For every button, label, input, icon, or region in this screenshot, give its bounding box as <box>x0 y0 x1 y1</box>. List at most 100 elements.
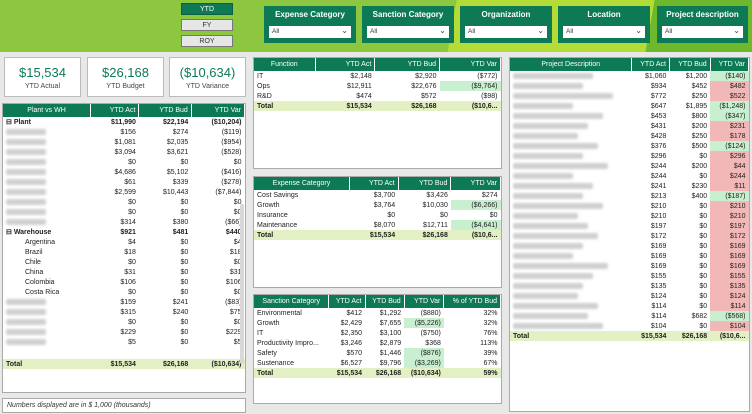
table-row[interactable]: Safety $570 $1,446 ($876) 39% <box>254 348 501 358</box>
column-header[interactable]: YTD Act <box>315 58 376 71</box>
column-header[interactable]: YTD Act <box>631 58 670 71</box>
table-row[interactable]: $159 $241 ($83) <box>3 297 245 307</box>
table-row[interactable]: $124 $0 $124 <box>510 291 749 301</box>
table-row[interactable]: IT $2,148 $2,920 ($772) <box>254 71 501 81</box>
table-row[interactable]: $0 $0 $0 <box>3 207 245 217</box>
table-row[interactable]: $155 $0 $155 <box>510 271 749 281</box>
table-row[interactable]: $315 $240 $75 <box>3 307 245 317</box>
column-header[interactable]: YTD Var <box>710 58 749 71</box>
table-row[interactable]: $229 $0 $229 <box>3 327 245 337</box>
table-row[interactable]: $296 $0 $296 <box>510 151 749 161</box>
table-row[interactable]: $3,094 $3,621 ($528) <box>3 147 245 157</box>
table-row[interactable]: $114 $0 $114 <box>510 301 749 311</box>
table-row[interactable]: $934 $452 $482 <box>510 81 749 91</box>
table-row[interactable]: ⊟ Warehouse $921 $481 $440 <box>3 227 245 237</box>
table-row[interactable]: $5 $0 $5 <box>3 337 245 347</box>
table-row[interactable]: $61 $339 ($278) <box>3 177 245 187</box>
table-row[interactable]: $0 $0 $0 <box>3 197 245 207</box>
period-button-fy[interactable]: FY <box>181 19 233 31</box>
table-row[interactable]: $2,599 $10,443 ($7,844) <box>3 187 245 197</box>
table-row[interactable]: ⊟ Plant $11,990 $22,194 ($10,204) <box>3 117 245 127</box>
table-row[interactable]: China $31 $0 $31 <box>3 267 245 277</box>
slicer-dropdown[interactable]: All ⌄ <box>367 26 449 38</box>
table-row[interactable]: Productivity Impro... $3,246 $2,879 $368 113… <box>254 338 501 348</box>
column-header[interactable]: Expense Category <box>254 177 350 190</box>
table-row[interactable]: Growth $2,429 $7,655 ($5,226) 32% <box>254 318 501 328</box>
period-button-ytd[interactable]: YTD <box>181 3 233 15</box>
column-header[interactable]: YTD Bud <box>669 58 711 71</box>
table-row[interactable]: $428 $250 $178 <box>510 131 749 141</box>
ytd-act: $18 <box>124 248 136 256</box>
table-row[interactable]: Colombia $106 $0 $106 <box>3 277 245 287</box>
column-header[interactable]: YTD Var <box>191 104 245 117</box>
table-row[interactable]: $1,081 $2,035 ($954) <box>3 137 245 147</box>
table-row[interactable]: Brazil $18 $0 $18 <box>3 247 245 257</box>
column-header[interactable]: Plant vs WH <box>3 104 92 117</box>
column-header[interactable]: YTD Bud <box>398 177 452 190</box>
table-row[interactable]: Insurance $0 $0 $0 <box>254 210 501 220</box>
slicer-dropdown[interactable]: All ⌄ <box>662 26 743 38</box>
column-header[interactable]: Function <box>254 58 316 71</box>
table-row[interactable]: $1,060 $1,200 ($140) <box>510 71 749 81</box>
table-row[interactable]: $210 $0 $210 <box>510 201 749 211</box>
ytd-act: $570 <box>346 349 363 357</box>
table-row[interactable]: $114 $682 ($568) <box>510 311 749 321</box>
table-row[interactable]: Maintenance $8,070 $12,711 ($4,641) <box>254 220 501 230</box>
table-row[interactable]: $135 $0 $135 <box>510 281 749 291</box>
column-header[interactable]: YTD Var <box>439 58 501 71</box>
table-row[interactable]: IT $2,350 $3,100 ($750) 76% <box>254 328 501 338</box>
table-row[interactable]: Argentina $4 $0 $4 <box>3 237 245 247</box>
column-header[interactable]: YTD Bud <box>374 58 441 71</box>
column-header[interactable]: YTD Bud <box>138 104 192 117</box>
ytd-var: $197 <box>710 221 749 231</box>
column-header[interactable]: YTD Act <box>349 177 399 190</box>
scrollbar[interactable] <box>240 204 244 364</box>
table-row[interactable]: $314 $380 ($66) <box>3 217 245 227</box>
table-row[interactable]: $244 $0 $244 <box>510 171 749 181</box>
table-row[interactable]: $213 $400 ($187) <box>510 191 749 201</box>
table-row[interactable]: $169 $0 $169 <box>510 241 749 251</box>
table-row[interactable]: R&D $474 $572 ($98) <box>254 91 501 101</box>
table-row[interactable]: $0 $0 $0 <box>3 317 245 327</box>
table-row[interactable]: $197 $0 $197 <box>510 221 749 231</box>
table-row[interactable]: $431 $200 $231 <box>510 121 749 131</box>
column-header[interactable]: YTD Act <box>90 104 140 117</box>
slicer-expense-category: Expense Category All ⌄ <box>264 6 356 43</box>
table-row[interactable]: $104 $0 $104 <box>510 321 749 331</box>
column-header[interactable]: YTD Var <box>450 177 501 190</box>
table-row[interactable]: $4,686 $5,102 ($416) <box>3 167 245 177</box>
collapse-icon[interactable]: ⊟ <box>6 119 14 126</box>
slicer-dropdown[interactable]: All ⌄ <box>269 26 351 38</box>
ytd-bud: $0 <box>180 328 189 336</box>
period-button-roy[interactable]: ROY <box>181 35 233 47</box>
table-row[interactable]: $241 $230 $11 <box>510 181 749 191</box>
table-row[interactable]: Environmental $412 $1,292 ($880) 32% <box>254 308 501 318</box>
table-row[interactable]: Costa Rica $0 $0 $0 <box>3 287 245 297</box>
column-header[interactable]: % of YTD Bud <box>443 295 501 308</box>
slicer-dropdown[interactable]: All ⌄ <box>563 26 645 38</box>
table-row[interactable]: $169 $0 $169 <box>510 261 749 271</box>
slicer-dropdown[interactable]: All ⌄ <box>465 26 547 38</box>
table-row[interactable]: Chile $0 $0 $0 <box>3 257 245 267</box>
collapse-icon[interactable]: ⊟ <box>6 229 14 236</box>
table-row[interactable]: $0 $0 $0 <box>3 157 245 167</box>
table-row[interactable]: Ops $12,911 $22,676 ($9,764) <box>254 81 501 91</box>
table-row[interactable]: $647 $1,895 ($1,248) <box>510 101 749 111</box>
table-row[interactable]: $172 $0 $172 <box>510 231 749 241</box>
column-header[interactable]: YTD Act <box>328 295 366 308</box>
column-header[interactable]: Project Description <box>510 58 633 71</box>
table-row[interactable]: $772 $250 $522 <box>510 91 749 101</box>
table-row[interactable]: $244 $200 $44 <box>510 161 749 171</box>
column-header[interactable]: YTD Var <box>404 295 445 308</box>
table-row[interactable]: $376 $500 ($124) <box>510 141 749 151</box>
column-header[interactable]: YTD Bud <box>365 295 405 308</box>
column-header[interactable]: Sanction Category <box>254 295 330 308</box>
table-row[interactable]: $210 $0 $210 <box>510 211 749 221</box>
table-row[interactable]: $156 $274 ($119) <box>3 127 245 137</box>
row-label: Chile <box>25 258 41 266</box>
table-row[interactable]: Cost Savings $3,700 $3,426 $274 <box>254 190 501 200</box>
table-row[interactable]: Sustenance $6,527 $9,796 ($3,269) 67% <box>254 358 501 368</box>
table-row[interactable]: Growth $3,764 $10,030 ($6,266) <box>254 200 501 210</box>
table-row[interactable]: $169 $0 $169 <box>510 251 749 261</box>
table-row[interactable]: $453 $800 ($347) <box>510 111 749 121</box>
